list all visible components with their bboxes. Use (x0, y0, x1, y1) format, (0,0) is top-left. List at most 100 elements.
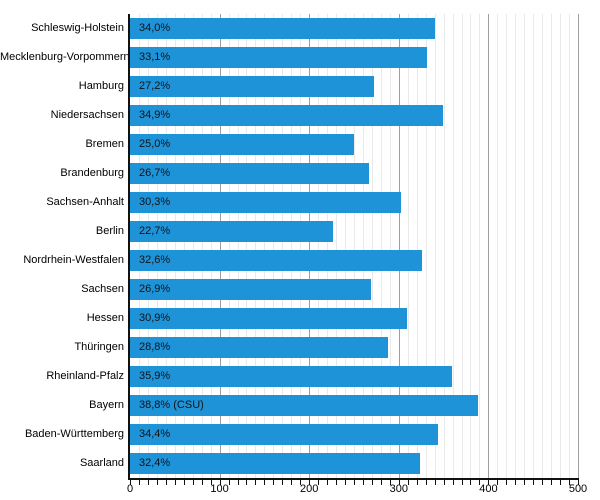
category-label: Berlin (95, 225, 124, 237)
bar: 32,4% (130, 453, 421, 474)
bar: 38,8% (CSU) (130, 395, 478, 416)
minor-gridline (389, 14, 391, 478)
x-axis-tick (174, 480, 176, 485)
x-axis-tick (273, 480, 275, 485)
bar: 30,3% (130, 192, 402, 213)
x-axis-tick (130, 480, 131, 485)
category-label: Nordrhein-Westfalen (23, 254, 124, 266)
x-axis-tick (542, 480, 544, 485)
x-axis-tick-label: 0 (126, 483, 134, 495)
bar: 28,8% (130, 337, 389, 358)
bar-value-label: 38,8% (CSU) (139, 399, 204, 411)
bar: 32,6% (130, 250, 423, 271)
minor-gridline (560, 14, 562, 478)
bar-value-label: 25,0% (139, 138, 171, 150)
bar-row: 33,1% (130, 43, 578, 72)
minor-gridline (282, 14, 284, 478)
bar: 22,7% (130, 221, 334, 242)
minor-gridline (345, 14, 347, 478)
category-label: Thüringen (74, 341, 124, 353)
minor-gridline (362, 14, 364, 478)
x-axis-tick (443, 480, 445, 485)
x-axis-tick (264, 480, 266, 485)
x-axis-tick (327, 480, 329, 485)
minor-gridline (183, 14, 185, 478)
minor-gridline (237, 14, 239, 478)
minor-gridline (291, 14, 293, 478)
minor-gridline (255, 14, 257, 478)
minor-gridline (210, 14, 212, 478)
x-axis-tick (488, 480, 490, 485)
minor-gridline (165, 14, 167, 478)
minor-gridline (533, 14, 535, 478)
bar: 30,9% (130, 308, 407, 329)
x-axis-tick (291, 480, 293, 485)
bar-row: 27,2% (130, 72, 578, 101)
x-axis-tick (560, 480, 562, 485)
bar: 26,9% (130, 279, 372, 300)
bar: 25,0% (130, 134, 354, 155)
minor-gridline (147, 14, 149, 478)
minor-gridline (327, 14, 329, 478)
x-axis-tick (345, 480, 347, 485)
bar: 34,9% (130, 105, 443, 126)
x-axis-tick (434, 480, 436, 485)
bar-row: 22,7% (130, 217, 578, 246)
minor-gridline (156, 14, 158, 478)
category-label: Bayern (89, 399, 124, 411)
category-label: Niedersachsen (50, 109, 124, 121)
x-axis-tick-label: 400 (479, 483, 498, 495)
x-axis-tick (524, 480, 526, 485)
minor-gridline (470, 14, 472, 478)
bar-row: 26,9% (130, 275, 578, 304)
minor-gridline (354, 14, 355, 478)
bar-value-label: 27,2% (139, 80, 171, 92)
bar-row: 32,6% (130, 246, 578, 275)
bar: 35,9% (130, 366, 452, 387)
bar-row: 32,4% (130, 449, 578, 478)
x-axis-line (128, 478, 579, 480)
y-axis-line (128, 14, 130, 478)
bar-value-label: 33,1% (139, 51, 171, 63)
x-axis-tick (336, 480, 338, 485)
bar-value-label: 28,8% (139, 341, 171, 353)
minor-gridline (461, 14, 463, 478)
bar-value-label: 30,9% (139, 312, 171, 324)
bar-value-label: 26,7% (139, 167, 171, 179)
minor-gridline (452, 14, 454, 478)
x-axis-tick (255, 480, 257, 485)
x-axis-tick (156, 480, 158, 485)
major-gridline (219, 14, 221, 478)
bar: 27,2% (130, 76, 374, 97)
bar-value-label: 26,9% (139, 283, 171, 295)
major-gridline (578, 14, 579, 478)
x-axis-tick (219, 480, 221, 485)
x-axis-tick (470, 480, 472, 485)
bar-row: 26,7% (130, 159, 578, 188)
minor-gridline (434, 14, 436, 478)
x-axis-tick (452, 480, 454, 485)
minor-gridline (551, 14, 553, 478)
x-axis-tick-label: 100 (210, 483, 229, 495)
bar-value-label: 32,6% (139, 254, 171, 266)
plot-area: 34,0% 33,1% 27,2% 34,9% 25,0% 26,7% 30,3% 22,7%… (130, 14, 579, 478)
bar-row: 30,9% (130, 304, 578, 333)
major-gridline (309, 14, 311, 478)
minor-gridline (506, 14, 508, 478)
category-label: Mecklenburg-Vorpommern (0, 51, 130, 63)
x-axis-tick (515, 480, 517, 485)
minor-gridline (174, 14, 176, 478)
x-axis-tick-label: 200 (300, 483, 319, 495)
bar-value-label: 34,4% (139, 428, 171, 440)
x-axis-tick (389, 480, 391, 485)
minor-gridline (318, 14, 320, 478)
minor-gridline (300, 14, 302, 478)
minor-gridline (380, 14, 382, 478)
category-label: Baden-Württemberg (24, 428, 124, 440)
x-axis-tick (354, 480, 355, 485)
bar-value-label: 34,9% (139, 109, 171, 121)
bar-row: 34,4% (130, 420, 578, 449)
minor-gridline (515, 14, 517, 478)
category-label: Schleswig-Holstein (31, 22, 124, 34)
